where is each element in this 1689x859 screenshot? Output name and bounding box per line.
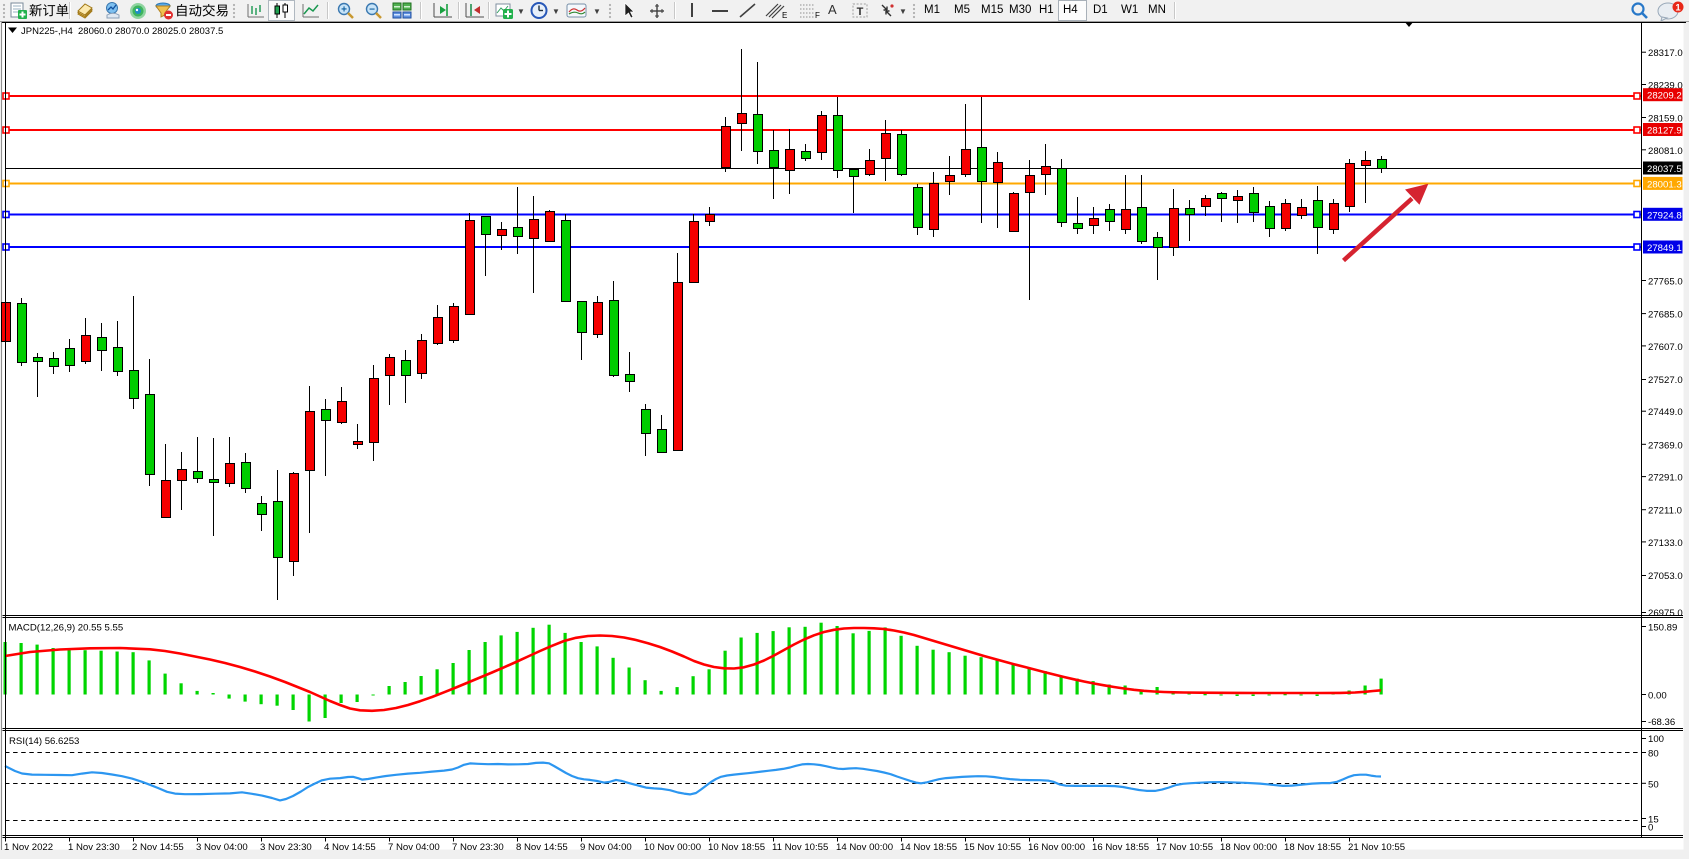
- svg-text:27053.0: 27053.0: [1648, 571, 1683, 582]
- svg-text:27527.0: 27527.0: [1648, 375, 1683, 386]
- svg-text:80: 80: [1648, 749, 1659, 760]
- svg-text:11 Nov 10:55: 11 Nov 10:55: [772, 842, 828, 853]
- svg-text:28159.0: 28159.0: [1648, 114, 1683, 125]
- svg-text:17 Nov 10:55: 17 Nov 10:55: [1156, 842, 1213, 853]
- svg-text:16 Nov 00:00: 16 Nov 00:00: [1028, 842, 1085, 853]
- svg-text:16 Nov 18:55: 16 Nov 18:55: [1092, 842, 1149, 853]
- svg-text:28239.0: 28239.0: [1648, 81, 1683, 92]
- svg-text:27291.0: 27291.0: [1648, 473, 1683, 484]
- svg-text:28317.0: 28317.0: [1648, 48, 1683, 59]
- svg-text:T: T: [857, 6, 864, 18]
- svg-text:7 Nov 04:00: 7 Nov 04:00: [388, 842, 440, 853]
- svg-text:+: +: [341, 5, 347, 16]
- svg-text:26975.0: 26975.0: [1648, 608, 1683, 619]
- svg-text:RSI(14) 56.6253: RSI(14) 56.6253: [9, 736, 79, 747]
- svg-text:0.00: 0.00: [1648, 691, 1667, 702]
- svg-text:1: 1: [1675, 3, 1681, 14]
- svg-text:27211.0: 27211.0: [1648, 506, 1682, 517]
- svg-text:9 Nov 04:00: 9 Nov 04:00: [580, 842, 632, 853]
- svg-text:27449.0: 27449.0: [1648, 407, 1683, 418]
- svg-text:-68.36: -68.36: [1648, 717, 1675, 728]
- svg-text:3 Nov 04:00: 3 Nov 04:00: [196, 842, 248, 853]
- svg-text:14 Nov 00:00: 14 Nov 00:00: [836, 842, 893, 853]
- svg-text:27369.0: 27369.0: [1648, 440, 1683, 451]
- svg-text:MACD(12,26,9) 20.55 5.55: MACD(12,26,9) 20.55 5.55: [9, 623, 124, 634]
- svg-text:50: 50: [1648, 779, 1659, 790]
- svg-text:150.89: 150.89: [1648, 623, 1677, 634]
- svg-text:10 Nov 18:55: 10 Nov 18:55: [708, 842, 765, 853]
- svg-text:18 Nov 00:00: 18 Nov 00:00: [1220, 842, 1277, 853]
- svg-text:15 Nov 10:55: 15 Nov 10:55: [964, 842, 1021, 853]
- svg-text:28081.0: 28081.0: [1648, 146, 1683, 157]
- svg-text:27924.8: 27924.8: [1647, 210, 1682, 221]
- svg-text:7 Nov 23:30: 7 Nov 23:30: [452, 842, 504, 853]
- svg-text:27607.0: 27607.0: [1648, 342, 1683, 353]
- svg-text:27849.1: 27849.1: [1647, 243, 1682, 254]
- svg-text:27765.0: 27765.0: [1648, 277, 1683, 288]
- svg-text:100: 100: [1648, 734, 1664, 745]
- svg-text:E: E: [782, 11, 787, 20]
- svg-text:18 Nov 18:55: 18 Nov 18:55: [1284, 842, 1341, 853]
- svg-text:3 Nov 23:30: 3 Nov 23:30: [260, 842, 312, 853]
- svg-text:4 Nov 14:55: 4 Nov 14:55: [324, 842, 376, 853]
- svg-text:2 Nov 14:55: 2 Nov 14:55: [132, 842, 184, 853]
- svg-text:1 Nov 2022: 1 Nov 2022: [4, 842, 53, 853]
- svg-text:28127.9: 28127.9: [1647, 126, 1682, 137]
- svg-text:JPN225-,H4 28060.0 28070.0 28: JPN225-,H4 28060.0 28070.0 28025.0 28037…: [21, 26, 223, 37]
- svg-text:28209.2: 28209.2: [1647, 91, 1682, 102]
- svg-text:10 Nov 00:00: 10 Nov 00:00: [644, 842, 701, 853]
- svg-text:1 Nov 23:30: 1 Nov 23:30: [68, 842, 120, 853]
- svg-text:15: 15: [1648, 815, 1659, 826]
- svg-text:28037.5: 28037.5: [1647, 164, 1682, 175]
- svg-text:21 Nov 10:55: 21 Nov 10:55: [1348, 842, 1405, 853]
- svg-text:14 Nov 18:55: 14 Nov 18:55: [900, 842, 957, 853]
- svg-text:−: −: [369, 5, 375, 16]
- svg-text:27685.0: 27685.0: [1648, 310, 1683, 321]
- svg-text:0: 0: [1648, 823, 1653, 834]
- svg-text:F: F: [815, 11, 820, 20]
- svg-text:27133.0: 27133.0: [1648, 538, 1683, 549]
- svg-text:28001.3: 28001.3: [1647, 179, 1682, 190]
- svg-text:8 Nov 14:55: 8 Nov 14:55: [516, 842, 568, 853]
